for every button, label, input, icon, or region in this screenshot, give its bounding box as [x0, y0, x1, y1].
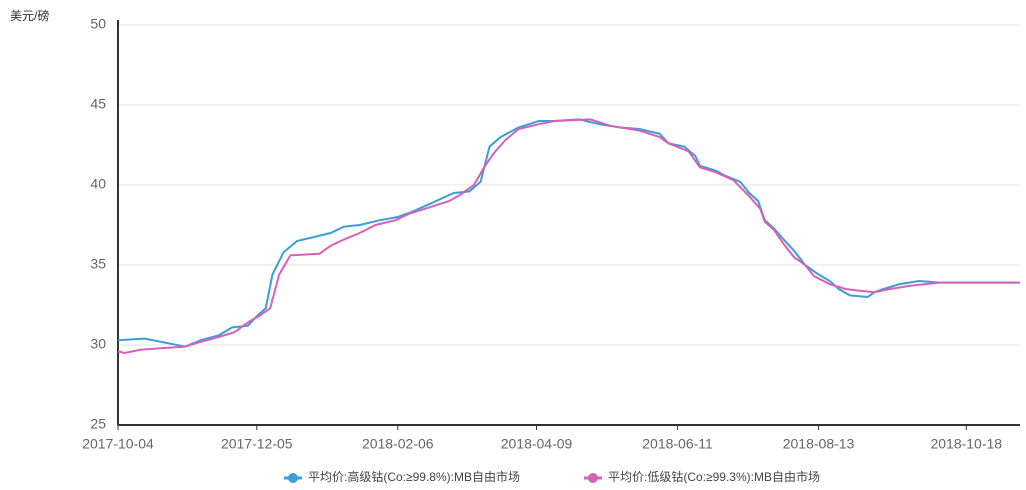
legend-marker — [288, 473, 298, 483]
y-axis-label: 美元/磅 — [10, 8, 49, 23]
series-line — [117, 118, 1020, 348]
series-line — [117, 118, 1020, 355]
x-tick-label: 2018-02-06 — [362, 436, 434, 452]
y-tick-label: 50 — [90, 16, 106, 32]
x-tick-label: 2017-12-05 — [221, 436, 293, 452]
y-tick-label: 35 — [90, 256, 106, 272]
y-tick-label: 40 — [90, 176, 106, 192]
legend-text: 平均价:低级钴(Co:≥99.3%):MB自由市场 — [608, 469, 820, 484]
y-tick-label: 30 — [90, 336, 106, 352]
x-tick-label: 2018-08-13 — [783, 436, 855, 452]
y-tick-label: 25 — [90, 416, 106, 432]
legend-marker — [588, 473, 598, 483]
x-tick-label: 2017-10-04 — [82, 436, 154, 452]
x-tick-label: 2018-10-18 — [930, 436, 1002, 452]
y-tick-label: 45 — [90, 96, 106, 112]
x-tick-label: 2018-04-09 — [501, 436, 573, 452]
x-tick-label: 2018-06-11 — [642, 436, 713, 452]
legend-text: 平均价:高级钴(Co:≥99.8%):MB自由市场 — [308, 469, 520, 484]
